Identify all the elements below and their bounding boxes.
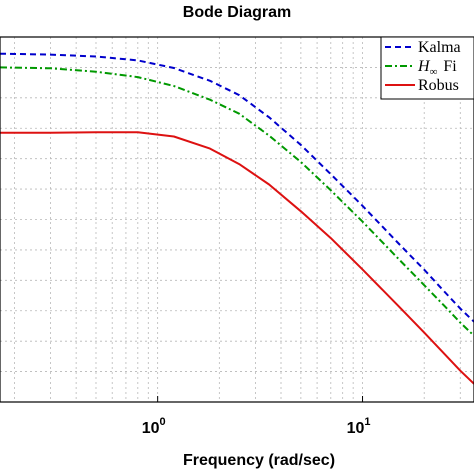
plot-frame bbox=[0, 36, 474, 403]
x-tick-label: 101 bbox=[347, 416, 371, 437]
chart-title: Bode Diagram bbox=[183, 4, 291, 21]
x-tick-label: 100 bbox=[142, 416, 166, 437]
h-infinity-filter-series-line bbox=[0, 66, 474, 337]
kalman-filter-series-line bbox=[0, 52, 474, 323]
legend-box bbox=[380, 36, 474, 100]
legend-label-2: H∞ Fi bbox=[417, 58, 457, 78]
robust-filter-series-line bbox=[0, 131, 474, 385]
legend-label-3: Robus bbox=[418, 77, 459, 94]
x-axis-label: Frequency (rad/sec) bbox=[183, 452, 335, 469]
x-tick-labels: 100 101 bbox=[142, 396, 371, 437]
series-lines bbox=[0, 52, 474, 385]
legend-label-1: Kalma bbox=[418, 39, 461, 56]
